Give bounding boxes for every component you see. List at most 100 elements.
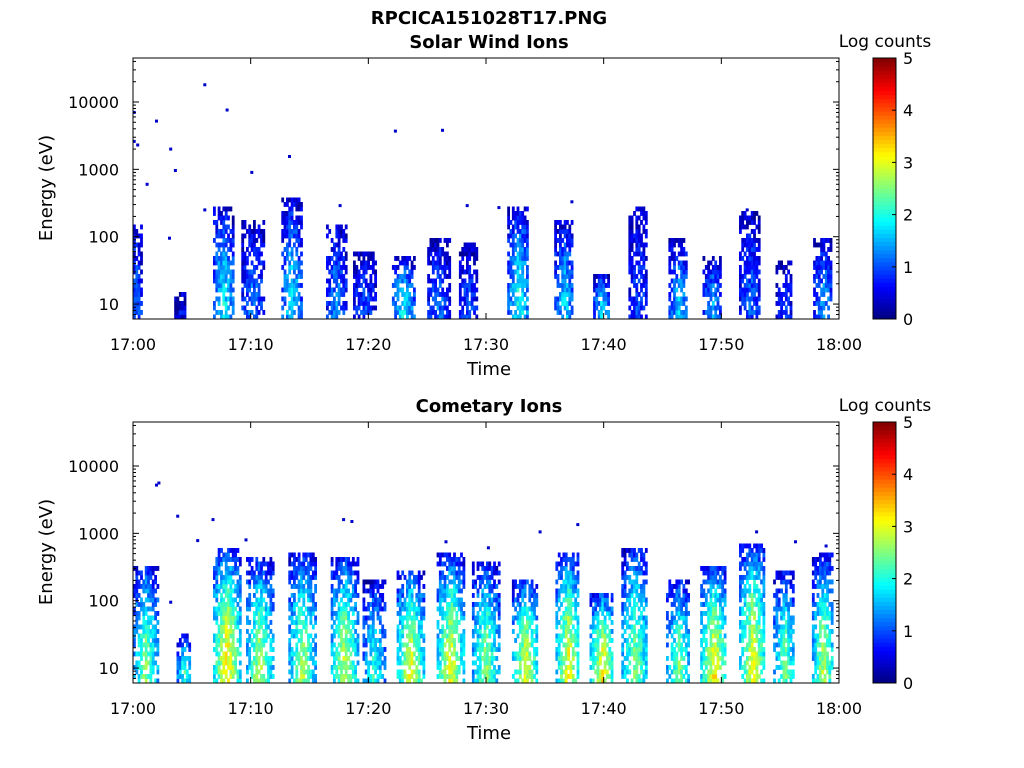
heatmap-cell <box>474 624 477 630</box>
heatmap-cell <box>176 669 180 675</box>
heatmap-cell <box>224 224 228 230</box>
heatmap-cell <box>246 620 249 625</box>
panel-title: Solar Wind Ions <box>409 32 568 53</box>
heatmap-cell <box>576 642 580 648</box>
heatmap-cell <box>142 620 146 625</box>
heatmap-cell <box>364 660 368 666</box>
heatmap-cell <box>635 665 639 670</box>
heatmap-cell <box>220 211 223 216</box>
heatmap-cell <box>342 647 346 652</box>
heatmap-cell <box>304 615 308 621</box>
heatmap-cell <box>458 269 462 275</box>
heatmap-cell <box>606 606 609 612</box>
heatmap-cell <box>448 678 452 684</box>
heatmap-cell <box>355 310 359 315</box>
heatmap-cell <box>675 310 679 315</box>
heatmap-cell <box>495 678 499 684</box>
heatmap-cell <box>376 602 380 607</box>
heatmap-cell <box>135 283 139 288</box>
heatmap-cell <box>680 251 683 257</box>
heatmap-cell <box>156 597 160 603</box>
heatmap-cell <box>595 287 599 293</box>
heatmap-cell <box>288 669 292 675</box>
heatmap-cell <box>559 224 562 230</box>
heatmap-cell <box>438 552 442 558</box>
heatmap-cell <box>311 561 315 567</box>
heatmap-cell <box>441 287 445 293</box>
heatmap-cell <box>340 629 343 634</box>
heatmap-cell <box>448 283 452 288</box>
heatmap-cell <box>351 624 355 630</box>
heatmap-cell <box>151 579 155 585</box>
heatmap-cell <box>471 561 475 567</box>
heatmap-cell <box>644 229 648 234</box>
heatmap-cell <box>234 561 237 567</box>
heatmap-cell <box>784 287 788 293</box>
heatmap-cell <box>217 651 221 657</box>
heatmap-cell <box>521 579 525 585</box>
heatmap-cell <box>351 593 355 598</box>
heatmap-cell <box>644 296 648 302</box>
heatmap-cell <box>628 215 632 221</box>
heatmap-cell <box>222 274 226 279</box>
heatmap-cell <box>333 269 336 275</box>
heatmap-cell <box>394 283 397 288</box>
heatmap-cell <box>462 602 466 607</box>
heatmap-cell <box>217 247 221 252</box>
heatmap-cell <box>560 665 563 670</box>
heatmap-cell <box>264 579 268 585</box>
heatmap-cell <box>344 265 348 270</box>
heatmap-cell <box>507 292 510 297</box>
heatmap-cell <box>813 274 816 279</box>
heatmap-cell <box>431 260 435 266</box>
heatmap-cell <box>829 269 833 275</box>
heatmap-cell <box>509 220 513 225</box>
heatmap-cell <box>401 301 405 306</box>
heatmap-cell <box>147 615 150 621</box>
heatmap-cell <box>176 310 180 315</box>
heatmap-cell <box>347 665 350 670</box>
heatmap-cell <box>295 678 299 684</box>
heatmap-cell <box>255 588 259 594</box>
heatmap-cell <box>326 278 329 284</box>
heatmap-cell <box>640 265 643 270</box>
heatmap-cell <box>443 642 447 648</box>
heatmap-cell <box>344 305 348 311</box>
heatmap-cell <box>293 633 296 639</box>
heatmap-cell <box>566 251 569 257</box>
heatmap-cell <box>526 274 529 279</box>
heatmap-cell <box>516 211 520 216</box>
heatmap-cell <box>675 301 679 306</box>
heatmap-cell <box>607 314 610 320</box>
heatmap-cell <box>481 669 485 675</box>
heatmap-cell <box>133 611 136 616</box>
heatmap-cell <box>224 620 228 625</box>
heatmap-cell <box>463 242 467 248</box>
heatmap-cell <box>559 256 562 261</box>
heatmap-cell <box>248 606 252 612</box>
heatmap-cell <box>408 660 412 666</box>
heatmap-cell <box>293 660 296 666</box>
heatmap-cell <box>183 656 187 661</box>
heatmap-cell <box>347 642 350 648</box>
heatmap-cell <box>260 638 263 643</box>
heatmap-cell <box>488 575 492 580</box>
heatmap-cell <box>523 215 527 221</box>
heatmap-cell <box>637 597 641 603</box>
heatmap-cell <box>739 265 742 270</box>
heatmap-cell <box>628 579 632 585</box>
heatmap-cell <box>267 566 270 571</box>
heatmap-cell <box>557 647 561 652</box>
heatmap-cell <box>637 224 641 230</box>
heatmap-cell <box>448 579 452 585</box>
heatmap-cell <box>668 305 672 311</box>
heatmap-cell <box>362 305 366 311</box>
heatmap-cell <box>568 274 572 279</box>
heatmap-cell <box>640 593 643 598</box>
heatmap-cell <box>378 606 382 612</box>
heatmap-cell <box>610 629 614 634</box>
heatmap-cell <box>349 597 353 603</box>
heatmap-cell <box>413 642 416 648</box>
heatmap-cell <box>591 615 595 621</box>
heatmap-cell <box>342 301 346 306</box>
